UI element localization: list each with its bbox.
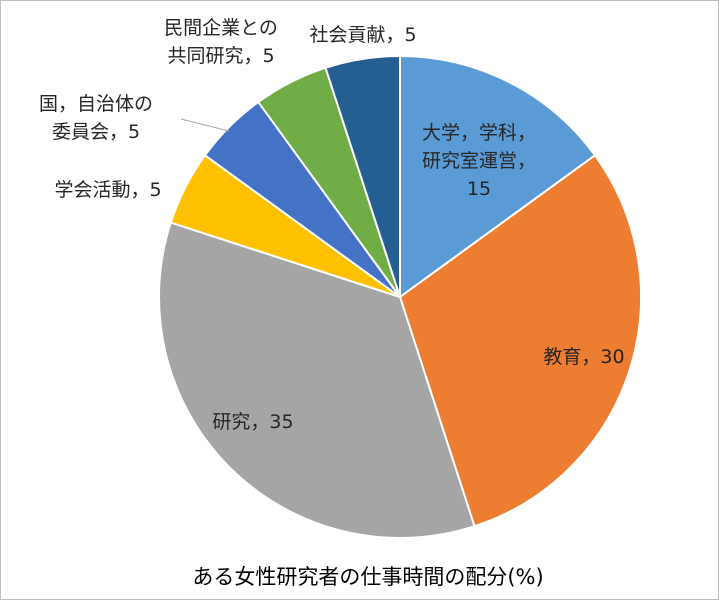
pie-slice (158, 221, 476, 539)
slice-label: 研究，35 (212, 411, 293, 433)
slice-label-line: 教育，30 (543, 346, 624, 368)
slice-label-line: 大学，学科， (422, 122, 536, 144)
pie-slice (324, 54, 401, 298)
slice-label-line: 研究室運営， (422, 150, 536, 172)
slice-label-line: 民間企業との (164, 17, 278, 39)
pie-slice (399, 54, 597, 299)
slice-labels: 大学，学科， 研究室運営， 15 教育，30 研究，35 学会活動，5 国，自治体の委員会，… (39, 17, 625, 433)
slice-label: 民間企業との共同研究，5 (164, 17, 278, 67)
slice-label: 学会活動，5 (54, 179, 161, 201)
slice-label: 社会貢献，5 (309, 24, 416, 46)
leader-line (180, 118, 230, 132)
slice-label-line: 共同研究，5 (167, 45, 274, 67)
slice-label: 教育，30 (543, 346, 624, 368)
slice-label-line: 研究，35 (212, 411, 293, 433)
slice-label-line: 社会貢献，5 (309, 24, 416, 46)
slice-label: 国，自治体の委員会，5 (39, 93, 153, 143)
pie-slice (398, 153, 642, 528)
chart-title: ある女性研究者の仕事時間の配分(%) (192, 565, 543, 589)
slice-label-line: 国，自治体の (39, 93, 153, 115)
slice-label: 大学，学科， 研究室運営， 15 (422, 122, 536, 200)
slice-label-line: 15 (467, 178, 491, 200)
slice-label-line: 委員会，5 (52, 121, 140, 143)
slice-label-line: 学会活動，5 (54, 179, 161, 201)
pie-slices (158, 54, 642, 539)
